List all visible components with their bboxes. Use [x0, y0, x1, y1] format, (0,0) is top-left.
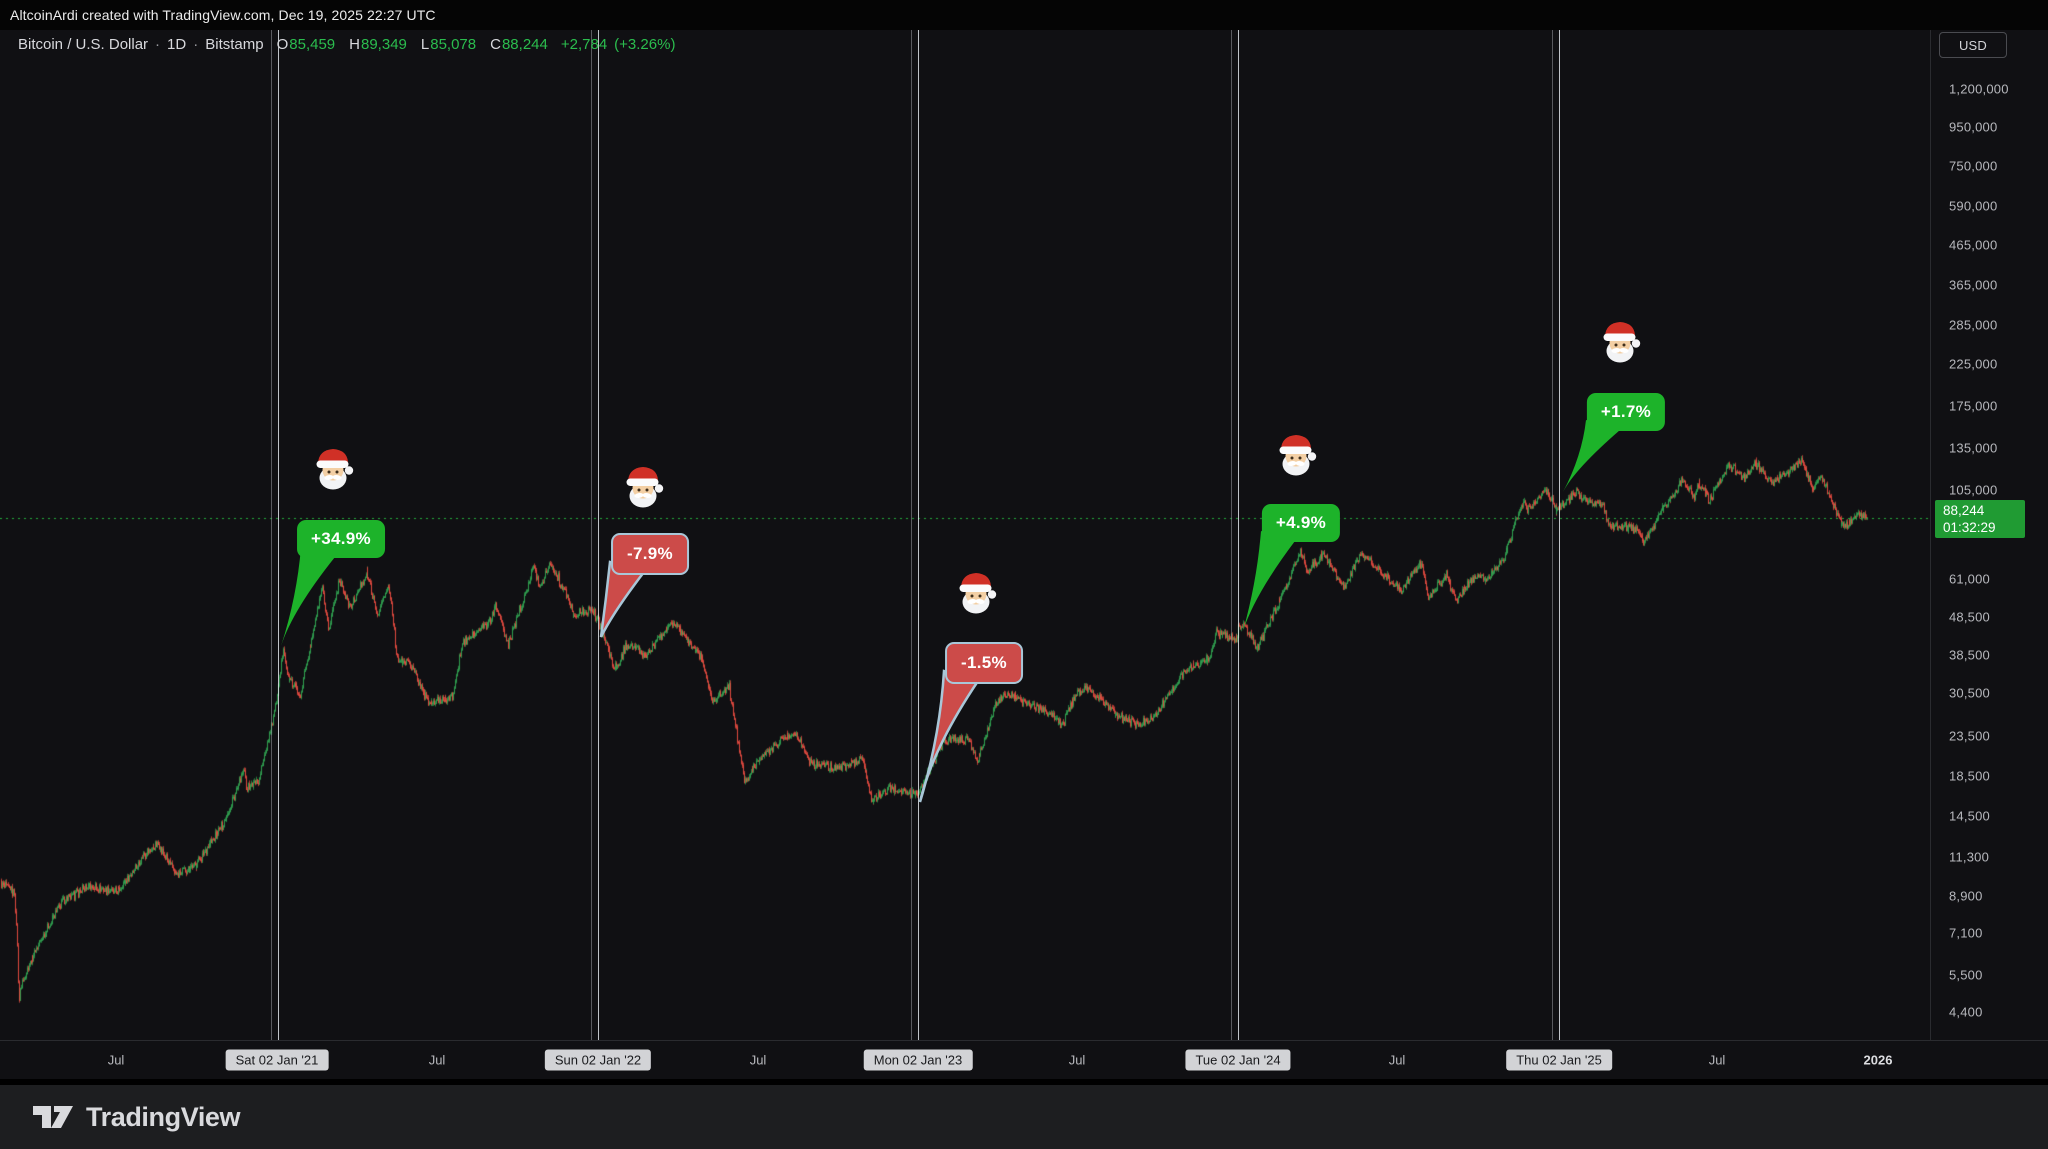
price-tick-label: 8,900 [1949, 888, 1983, 904]
bar-countdown-timer: 01:32:29 [1943, 520, 1996, 536]
year-boundary-line[interactable] [1552, 30, 1553, 1040]
year-boundary-line[interactable] [278, 30, 279, 1040]
price-tick-label: 175,000 [1949, 398, 1998, 414]
santa-rally-percent-bubble[interactable]: +34.9% [297, 520, 385, 558]
legend-separator: · [155, 36, 161, 53]
time-axis-label: 2026 [1863, 1052, 1893, 1068]
year-boundary-line[interactable] [271, 30, 272, 1040]
price-tick-label: 38,500 [1949, 647, 1990, 663]
price-axis[interactable]: USD 1,200,000 950,000 750,000 590,000 465,00… [1930, 30, 2048, 1078]
currency-toggle-button[interactable]: USD [1939, 32, 2007, 58]
price-tick-label: 105,000 [1949, 482, 1998, 498]
santa-claus-emoji[interactable] [954, 567, 998, 620]
time-axis-year-badge: Sat 02 Jan '21 [225, 1049, 329, 1071]
price-tick-label: 365,000 [1949, 277, 1998, 293]
price-tick-label: 950,000 [1949, 119, 1998, 135]
santa-claus-emoji[interactable] [1598, 316, 1642, 369]
price-tick-label: 18,500 [1949, 768, 1990, 784]
price-tick-label: 5,500 [1949, 967, 1983, 983]
open-value: 85,459 [289, 36, 336, 53]
year-boundary-line[interactable] [1238, 30, 1239, 1040]
time-axis-year-badge: Thu 02 Jan '25 [1506, 1049, 1612, 1071]
year-boundary-line[interactable] [911, 30, 912, 1040]
time-axis-year-badge: Sun 02 Jan '22 [544, 1049, 652, 1071]
exchange-label[interactable]: Bitstamp [205, 36, 264, 53]
price-tick-label: 61,000 [1949, 571, 1990, 587]
year-boundary-line[interactable] [918, 30, 919, 1040]
footer-bar: TradingView [0, 1085, 2048, 1149]
price-tick-label: 11,300 [1949, 849, 1989, 865]
year-boundary-line[interactable] [591, 30, 592, 1040]
santa-rally-percent-bubble[interactable]: +1.7% [1586, 393, 1666, 431]
time-axis[interactable]: Jul Sat 02 Jan '21 Jul Sun 02 Jan '22 Jul Mon… [0, 1040, 2048, 1079]
year-boundary-line[interactable] [1559, 30, 1560, 1040]
price-tick-label: 7,100 [1949, 925, 1983, 941]
price-tick-label: 750,000 [1949, 158, 1998, 174]
santa-rally-percent-bubble[interactable]: -1.5% [945, 642, 1023, 684]
time-axis-label: Jul [749, 1052, 767, 1068]
price-tick-label: 23,500 [1949, 728, 1990, 744]
tradingview-logo-icon[interactable] [30, 1100, 76, 1134]
price-tick-label: 465,000 [1949, 237, 1998, 253]
time-axis-year-badge: Mon 02 Jan '23 [863, 1049, 973, 1071]
time-axis-label: Jul [107, 1052, 125, 1068]
tradingview-brand-text[interactable]: TradingView [86, 1101, 241, 1132]
open-label: O [276, 36, 289, 53]
change-absolute: +2,784 [560, 36, 608, 53]
santa-rally-percent-bubble[interactable]: +4.9% [1261, 504, 1341, 542]
santa-rally-percent-bubble[interactable]: -7.9% [611, 533, 689, 575]
time-axis-label: Jul [1068, 1052, 1086, 1068]
close-value: 88,244 [501, 36, 548, 53]
candlestick-chart-canvas[interactable] [0, 30, 1930, 1040]
price-tick-label: 590,000 [1949, 198, 1998, 214]
price-tick-label: 225,000 [1949, 356, 1998, 372]
year-boundary-line[interactable] [1231, 30, 1232, 1040]
change-values: +2,784 (+3.26%) [561, 36, 676, 53]
santa-claus-emoji[interactable] [311, 443, 355, 496]
price-tick-label: 48,500 [1949, 609, 1990, 625]
price-tick-label: 14,500 [1949, 808, 1990, 824]
symbol-name[interactable]: Bitcoin / U.S. Dollar [18, 36, 149, 53]
close-label: C [490, 36, 501, 53]
high-value: 89,349 [361, 36, 407, 53]
santa-claus-emoji[interactable] [1274, 429, 1318, 482]
low-label: L [420, 36, 430, 53]
time-axis-label: Jul [428, 1052, 446, 1068]
attribution-bar: AltcoinArdi created with TradingView.com… [0, 0, 2048, 30]
price-tick-label: 30,500 [1949, 685, 1990, 701]
price-tick-label: 285,000 [1949, 317, 1998, 333]
attribution-text: AltcoinArdi created with TradingView.com… [10, 7, 436, 23]
legend-separator: · [193, 36, 199, 53]
year-boundary-line[interactable] [598, 30, 599, 1040]
last-price-value: 88,244 [1943, 503, 1985, 519]
low-value: 85,078 [430, 36, 477, 53]
price-tick-label: 135,000 [1949, 440, 1998, 456]
high-label: H [349, 36, 360, 53]
santa-claus-emoji[interactable] [621, 461, 665, 514]
time-axis-label: Jul [1708, 1052, 1726, 1068]
price-tick-label: 1,200,000 [1949, 81, 2009, 97]
time-axis-label: Jul [1388, 1052, 1406, 1068]
ohlc-values: O 85,459 H 89,349 L 85,078 C 88,244 [277, 36, 548, 53]
time-axis-year-badge: Tue 02 Jan '24 [1185, 1049, 1291, 1071]
change-percent: (+3.26%) [614, 36, 676, 53]
interval-label[interactable]: 1D [167, 36, 187, 53]
last-price-badge[interactable]: 88,244 01:32:29 [1935, 500, 2025, 539]
price-tick-label: 4,400 [1949, 1004, 1983, 1020]
